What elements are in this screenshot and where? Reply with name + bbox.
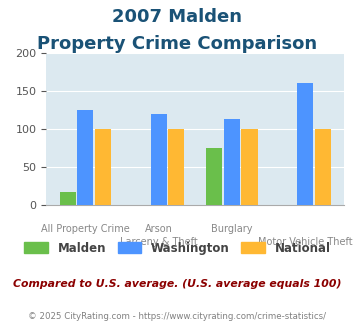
Bar bbox=[151, 114, 167, 205]
Text: Compared to U.S. average. (U.S. average equals 100): Compared to U.S. average. (U.S. average … bbox=[13, 279, 342, 289]
Text: Property Crime Comparison: Property Crime Comparison bbox=[37, 35, 318, 53]
Text: Arson: Arson bbox=[145, 224, 173, 234]
Bar bbox=[77, 111, 93, 205]
Text: © 2025 CityRating.com - https://www.cityrating.com/crime-statistics/: © 2025 CityRating.com - https://www.city… bbox=[28, 312, 327, 321]
Bar bbox=[168, 129, 184, 205]
Bar bbox=[224, 119, 240, 205]
Bar bbox=[60, 192, 76, 205]
Legend: Malden, Washington, National: Malden, Washington, National bbox=[20, 237, 335, 259]
Bar bbox=[95, 129, 111, 205]
Bar bbox=[241, 129, 257, 205]
Text: Burglary: Burglary bbox=[211, 224, 253, 234]
Bar bbox=[315, 129, 331, 205]
Text: Larceny & Theft: Larceny & Theft bbox=[120, 237, 197, 247]
Text: All Property Crime: All Property Crime bbox=[41, 224, 130, 234]
Bar bbox=[297, 83, 313, 205]
Text: Motor Vehicle Theft: Motor Vehicle Theft bbox=[258, 237, 353, 247]
Text: 2007 Malden: 2007 Malden bbox=[113, 8, 242, 26]
Bar bbox=[206, 148, 222, 205]
